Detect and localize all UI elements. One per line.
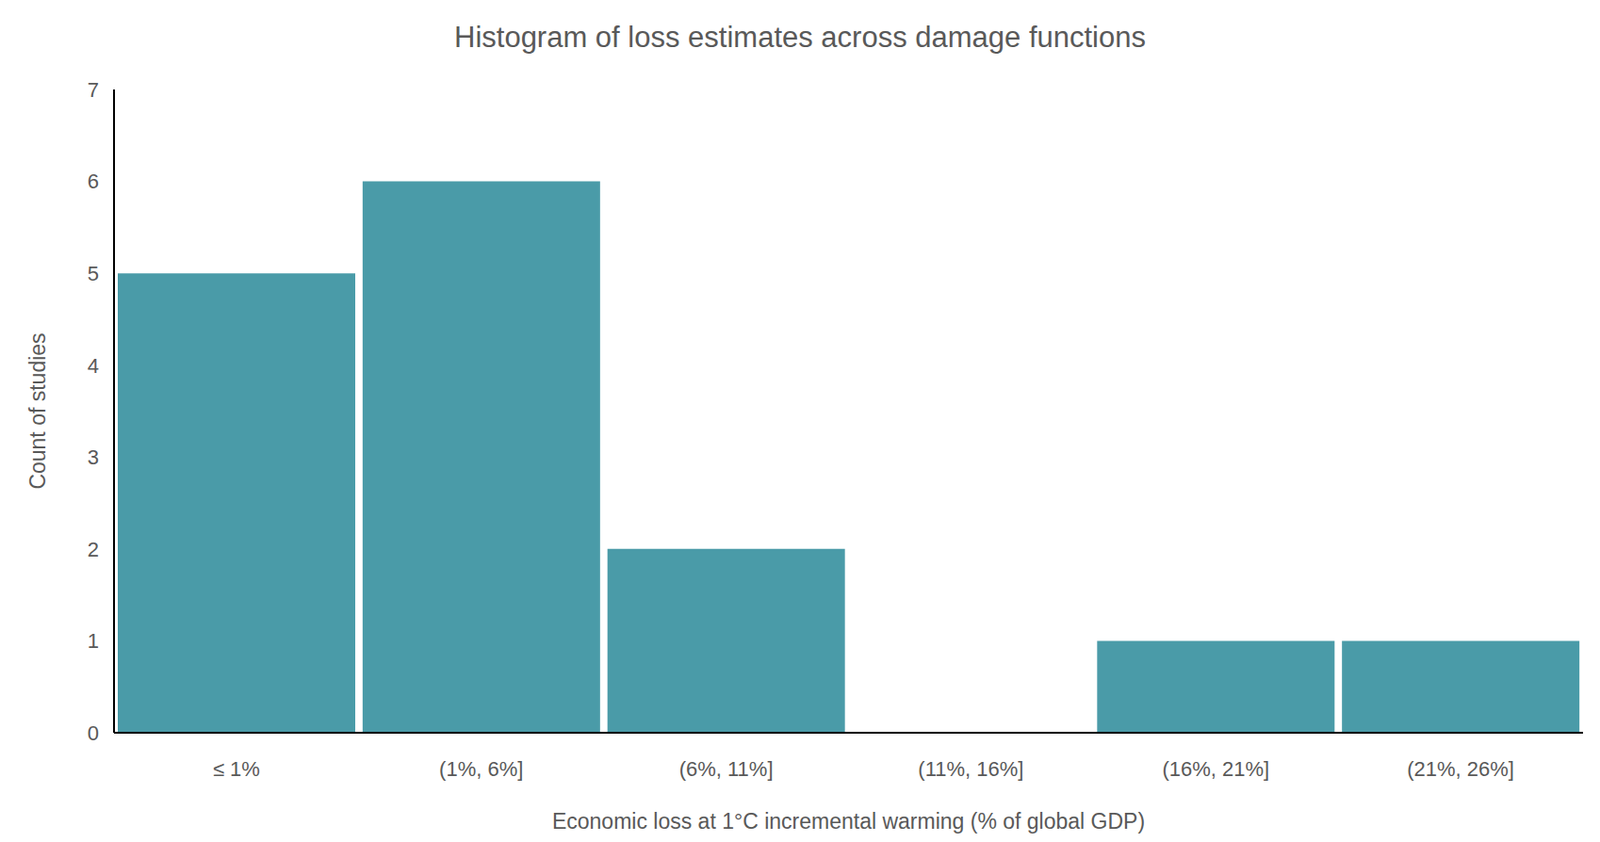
svg-text:6: 6 xyxy=(87,169,99,194)
svg-text:7: 7 xyxy=(87,78,99,102)
svg-text:3: 3 xyxy=(87,445,99,470)
svg-text:1: 1 xyxy=(87,629,99,654)
svg-text:Count of studies: Count of studies xyxy=(25,332,50,490)
html-text:Histogram of loss estimates ac: Histogram of loss estimates across damag… xyxy=(454,20,1146,54)
svg-text:(6%, 11%]: (6%, 11%] xyxy=(679,757,774,782)
svg-text:2: 2 xyxy=(87,538,99,562)
svg-text:0: 0 xyxy=(87,721,99,746)
svg-text:5: 5 xyxy=(87,261,99,286)
svg-text:(1%, 6%]: (1%, 6%] xyxy=(439,757,523,782)
svg-text:(16%, 21%]: (16%, 21%] xyxy=(1161,757,1270,782)
svg-text:≤ 1%: ≤ 1% xyxy=(212,757,261,782)
svg-text:Economic loss at 1°C increment: Economic loss at 1°C incremental warming… xyxy=(552,809,1145,834)
svg-text:4: 4 xyxy=(87,354,99,378)
svg-text:(11%, 16%]: (11%, 16%] xyxy=(917,757,1024,782)
svg-text:(21%, 26%]: (21%, 26%] xyxy=(1406,757,1515,782)
